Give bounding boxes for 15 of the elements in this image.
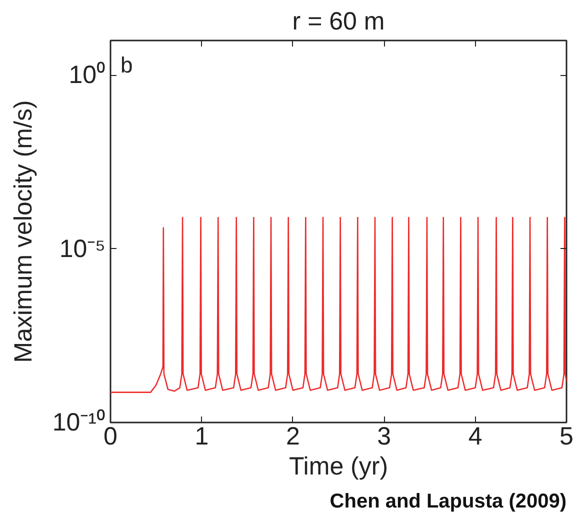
y-axis-title: Maximum velocity (m/s) [9,100,38,363]
y-tick-label: 10⁰ [68,61,106,90]
annotation: b [120,52,133,78]
chart-title: r = 60 m [292,8,385,36]
x-tick-label: 1 [194,422,209,450]
x-tick-label: 4 [468,422,482,450]
x-tick-label: 5 [560,422,574,450]
x-axis-title: Time (yr) [288,452,388,480]
text: Chen and Lapusta (2009) [330,490,566,512]
x-tick-label: 0 [104,422,118,450]
y-tick-label: 10⁻¹⁰ [52,408,106,436]
line-series [110,216,566,393]
y-tick-label: 10⁻⁵ [59,234,106,263]
x-tick-label: 2 [286,422,300,450]
x-tick-label: 3 [377,422,392,450]
